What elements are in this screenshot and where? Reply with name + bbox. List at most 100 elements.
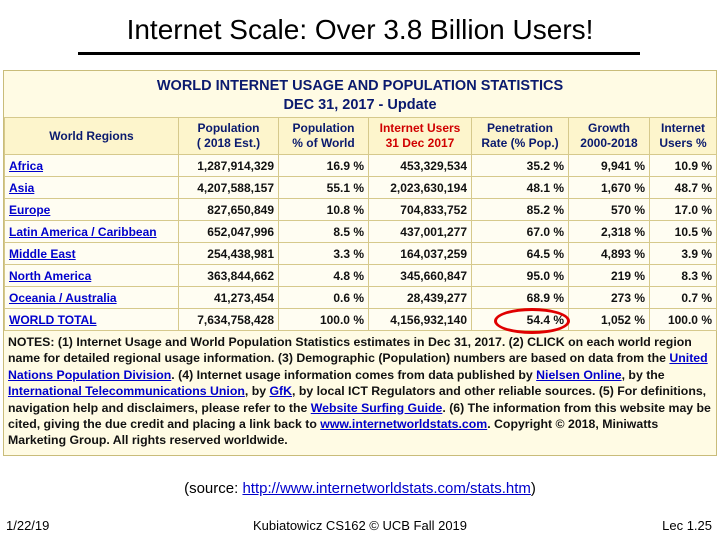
value-cell: 100.0 %: [278, 308, 369, 331]
note-text: NOTES: (1) Internet Usage and World Popu…: [8, 335, 692, 366]
stats-table: World Regions Population( 2018 Est.) Popul…: [4, 117, 717, 331]
value-cell: 4,207,588,157: [178, 176, 279, 199]
region-cell[interactable]: Oceania / Australia: [4, 286, 179, 309]
note-text: , by: [244, 384, 270, 399]
value-cell: 3.9 %: [649, 242, 717, 265]
value-cell: 1,670 %: [568, 176, 650, 199]
table-row: Oceania / Australia 41,273,454 0.6 % 28,439…: [4, 286, 717, 309]
region-cell[interactable]: North America: [4, 264, 179, 287]
value-cell: 827,650,849: [178, 198, 279, 221]
value-cell: 164,037,259: [368, 242, 472, 265]
table-row: Middle East 254,438,981 3.3 % 164,037,259 64…: [4, 242, 717, 265]
table-title-line: WORLD INTERNET USAGE AND POPULATION STAT…: [156, 78, 564, 94]
table-row: Asia 4,207,588,157 55.1 % 2,023,630,194 48.1…: [4, 176, 717, 199]
header-cell: World Regions: [4, 117, 179, 155]
value-cell: 1,052 %: [568, 308, 650, 331]
region-cell[interactable]: Africa: [4, 154, 179, 177]
stats-panel: WORLD INTERNET USAGE AND POPULATION STAT…: [3, 70, 717, 456]
header-cell: Population% of World: [278, 117, 369, 155]
source-link[interactable]: http://www.internetworldstats.com/stats.…: [242, 480, 531, 497]
table-body: Africa 1,287,914,329 16.9 % 453,329,534 35.2…: [4, 154, 717, 331]
value-cell: 704,833,752: [368, 198, 472, 221]
region-cell[interactable]: Middle East: [4, 242, 179, 265]
note-link[interactable]: United Nations Population Division: [8, 351, 708, 382]
header-line: Users %: [659, 136, 707, 150]
region-cell[interactable]: Asia: [4, 176, 179, 199]
note-text: , by the: [621, 367, 665, 382]
value-cell: 64.5 %: [471, 242, 569, 265]
header-line: World Regions: [49, 128, 134, 143]
note-text: . (4) Internet usage information comes f…: [171, 367, 537, 382]
header-line: Population: [197, 121, 260, 135]
value-cell: 68.9 %: [471, 286, 569, 309]
notes: NOTES: (1) Internet Usage and World Popu…: [4, 331, 716, 452]
value-cell: 8.3 %: [649, 264, 717, 287]
value-cell: 570 %: [568, 198, 650, 221]
value-cell: 273 %: [568, 286, 650, 309]
value-cell: 10.8 %: [278, 198, 369, 221]
header-line: 2000-2018: [580, 136, 638, 150]
header-line: Population: [292, 121, 355, 135]
value-cell: 2,318 %: [568, 220, 650, 243]
header-cell: Growth 2000-2018: [568, 117, 650, 155]
footer-date: 1/22/19: [6, 518, 50, 533]
value-cell: 95.0 %: [471, 264, 569, 287]
value-cell: 28,439,277: [368, 286, 472, 309]
value-cell: 17.0 %: [649, 198, 717, 221]
value-cell: 8.5 %: [278, 220, 369, 243]
value-cell: 4,156,932,140: [368, 308, 472, 331]
header-cell: Internet Users %: [649, 117, 717, 155]
value-cell: 3.3 %: [278, 242, 369, 265]
value-cell: 2,023,630,194: [368, 176, 472, 199]
header-line: % of World: [292, 136, 355, 150]
header-line: Penetration: [486, 121, 553, 135]
value-cell: 0.6 %: [278, 286, 369, 309]
value-cell: 345,660,847: [368, 264, 472, 287]
table-title: WORLD INTERNET USAGE AND POPULATION STAT…: [4, 71, 716, 117]
value-cell: 10.9 %: [649, 154, 717, 177]
value-cell: 55.1 %: [278, 176, 369, 199]
table-row: WORLD TOTAL 7,634,758,428 100.0 % 4,156,932…: [4, 308, 717, 331]
note-link[interactable]: GfK: [269, 384, 293, 399]
note-text: . (6) The information from this website …: [8, 400, 711, 432]
value-cell: 85.2 %: [471, 198, 569, 221]
value-cell: 41,273,454: [178, 286, 279, 309]
header-cell: Internet Users 31 Dec 2017: [368, 117, 472, 155]
value-cell: 4,893 %: [568, 242, 650, 265]
value-cell: 9,941 %: [568, 154, 650, 177]
header-line: Internet: [660, 121, 705, 135]
title-underline: [78, 52, 640, 55]
header-row: World Regions Population( 2018 Est.) Popul…: [4, 117, 717, 155]
value-cell: 16.9 %: [278, 154, 369, 177]
source-close: ): [530, 480, 536, 497]
note-link[interactable]: Nielsen Online: [536, 367, 622, 382]
region-cell[interactable]: Europe: [4, 198, 179, 221]
region-cell[interactable]: WORLD TOTAL: [4, 308, 179, 331]
value-cell: 254,438,981: [178, 242, 279, 265]
region-cell[interactable]: Latin America / Caribbean: [4, 220, 179, 243]
value-cell: 453,329,534: [368, 154, 472, 177]
header-line: Internet Users: [379, 121, 461, 135]
value-cell: 35.2 %: [471, 154, 569, 177]
table-row: Africa 1,287,914,329 16.9 % 453,329,534 35.2…: [4, 154, 717, 177]
note-link[interactable]: www.internetworldstats.com: [320, 417, 488, 432]
note-link[interactable]: International Telecommunications Union: [8, 384, 245, 399]
table-row: Latin America / Caribbean 652,047,996 8.5 …: [4, 220, 717, 243]
header-line: Rate (% Pop.): [481, 136, 559, 150]
footer-center: Kubiatowicz CS162 © UCB Fall 2019: [252, 518, 468, 533]
value-cell: 10.5 %: [649, 220, 717, 243]
header-cell: Population( 2018 Est.): [178, 117, 279, 155]
value-cell: 1,287,914,329: [178, 154, 279, 177]
header-cell: Penetration Rate (% Pop.): [471, 117, 569, 155]
source-open: (source:: [184, 480, 243, 497]
header-line: Growth: [588, 121, 630, 135]
note-link[interactable]: Website Surfing Guide: [310, 400, 443, 415]
footer-page: Lec 1.25: [662, 518, 712, 533]
value-cell: 67.0 %: [471, 220, 569, 243]
source-line: (source: http://www.internetworldstats.c…: [0, 480, 720, 497]
table-row: Europe 827,650,849 10.8 % 704,833,752 85.2 %…: [4, 198, 717, 221]
table-title-line: DEC 31, 2017 - Update: [283, 97, 437, 113]
value-cell: 652,047,996: [178, 220, 279, 243]
slide-title: Internet Scale: Over 3.8 Billion Users!: [126, 14, 594, 45]
